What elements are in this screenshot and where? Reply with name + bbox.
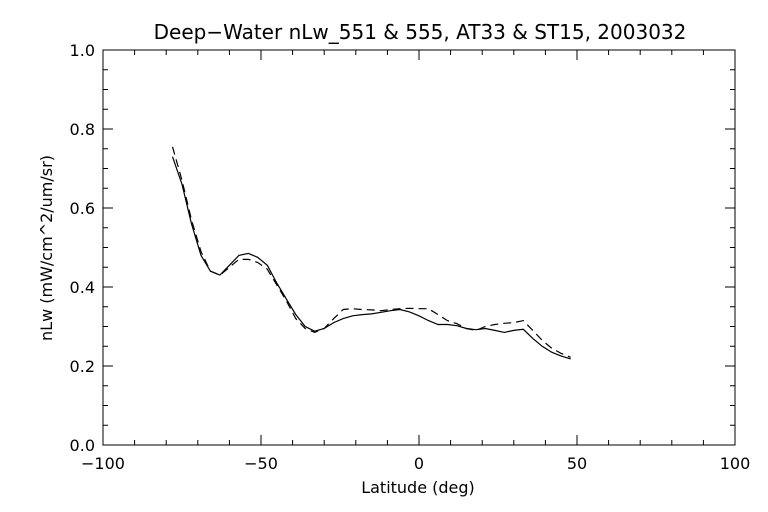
x-tick-label: −100 bbox=[81, 454, 125, 473]
y-tick-label: 0.0 bbox=[70, 436, 95, 455]
plot-frame bbox=[102, 49, 736, 446]
y-tick-label: 0.6 bbox=[70, 199, 95, 218]
axes: −100 −50 0 50 100 0.0 0.2 0.4 0.6 0.8 1.0 bbox=[70, 41, 751, 473]
series-line-dashed bbox=[171, 146, 571, 358]
y-axis-label: nLw (mW/cm^2/um/sr) bbox=[37, 155, 56, 341]
y-tick-label: 1.0 bbox=[70, 41, 95, 60]
plot-area bbox=[171, 146, 571, 360]
x-tick-label: −50 bbox=[244, 454, 278, 473]
y-tick-label: 0.4 bbox=[70, 278, 95, 297]
series-line-solid bbox=[171, 156, 571, 360]
x-tick-label: 0 bbox=[414, 454, 424, 473]
y-tick-label: 0.2 bbox=[70, 357, 95, 376]
x-tick-label: 100 bbox=[720, 454, 751, 473]
y-tick-label: 0.8 bbox=[70, 120, 95, 139]
x-axis-label: Latitude (deg) bbox=[361, 478, 475, 497]
chart-title: Deep−Water nLw_551 & 555, AT33 & ST15, 2… bbox=[154, 20, 687, 44]
x-tick-label: 50 bbox=[567, 454, 587, 473]
